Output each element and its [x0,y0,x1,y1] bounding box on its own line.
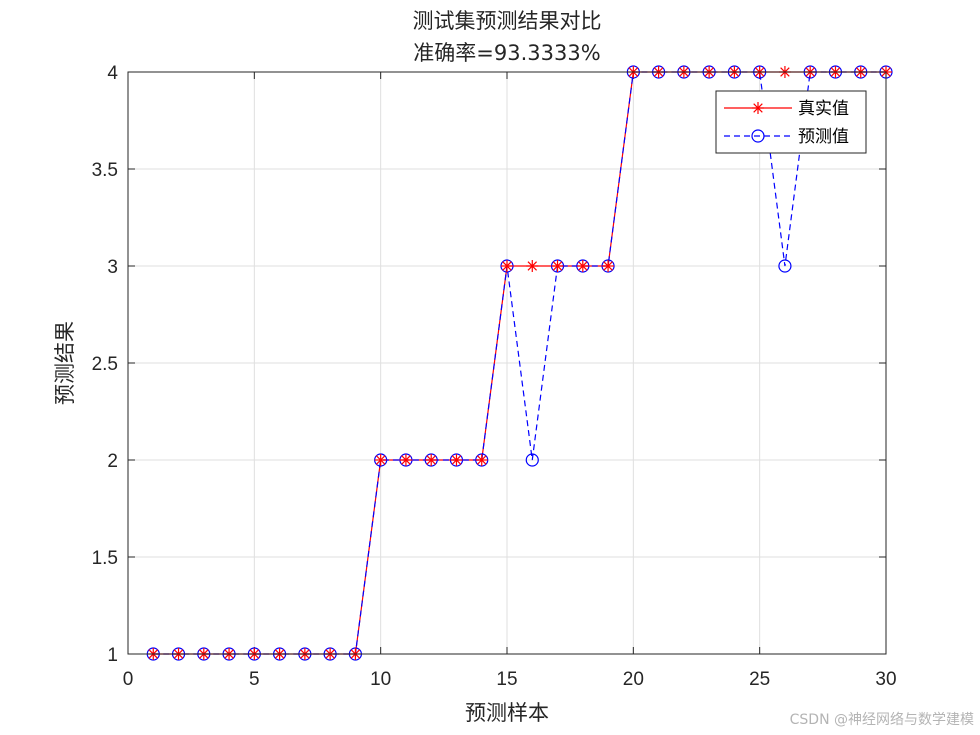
point-true [576,260,589,272]
point-true [399,454,412,466]
x-tick-label: 5 [249,669,260,690]
watermark: CSDN @神经网络与数学建模 [790,712,974,728]
point-true [475,454,488,466]
y-tick-label: 1.5 [92,548,118,569]
y-tick-label: 4 [107,63,118,84]
tick-labels: 0 5 10 15 20 25 30 1 1.5 2 2.5 3 3.5 4 [92,63,897,690]
legend-marker-true [752,102,764,114]
point-true [602,260,615,272]
y-tick-label: 2.5 [92,354,118,375]
point-pred [778,259,792,273]
legend: 真实值 预测值 [715,90,867,154]
y-axis-label: 预测结果 [53,321,77,405]
point-true [374,454,387,466]
point-true [425,454,438,466]
axes-box [127,71,887,655]
x-tick-label: 25 [749,669,770,690]
chart-title: 测试集预测结果对比 [413,9,602,33]
x-tick-label: 20 [623,669,644,690]
point-true [501,260,513,272]
y-tick-label: 2 [107,451,118,472]
y-tick-label: 3.5 [92,160,118,181]
x-tick-label: 0 [123,669,134,690]
x-tick-label: 30 [875,669,896,690]
point-true [450,454,463,466]
x-tick-label: 10 [370,669,391,690]
legend-marker-pred [751,129,765,143]
legend-asterisk [752,102,764,114]
legend-box [715,90,867,154]
point-pred [525,453,539,467]
legend-label-pred: 预测值 [798,127,849,147]
point-true [551,260,564,272]
y-tick-label: 1 [107,645,118,666]
x-axis-label: 预测样本 [465,701,549,725]
x-tick-label: 15 [496,669,517,690]
point-true [526,260,539,272]
y-tick-label: 3 [107,257,118,278]
legend-label-true: 真实值 [798,99,849,119]
chart-subtitle: 准确率=93.3333% [413,41,600,65]
